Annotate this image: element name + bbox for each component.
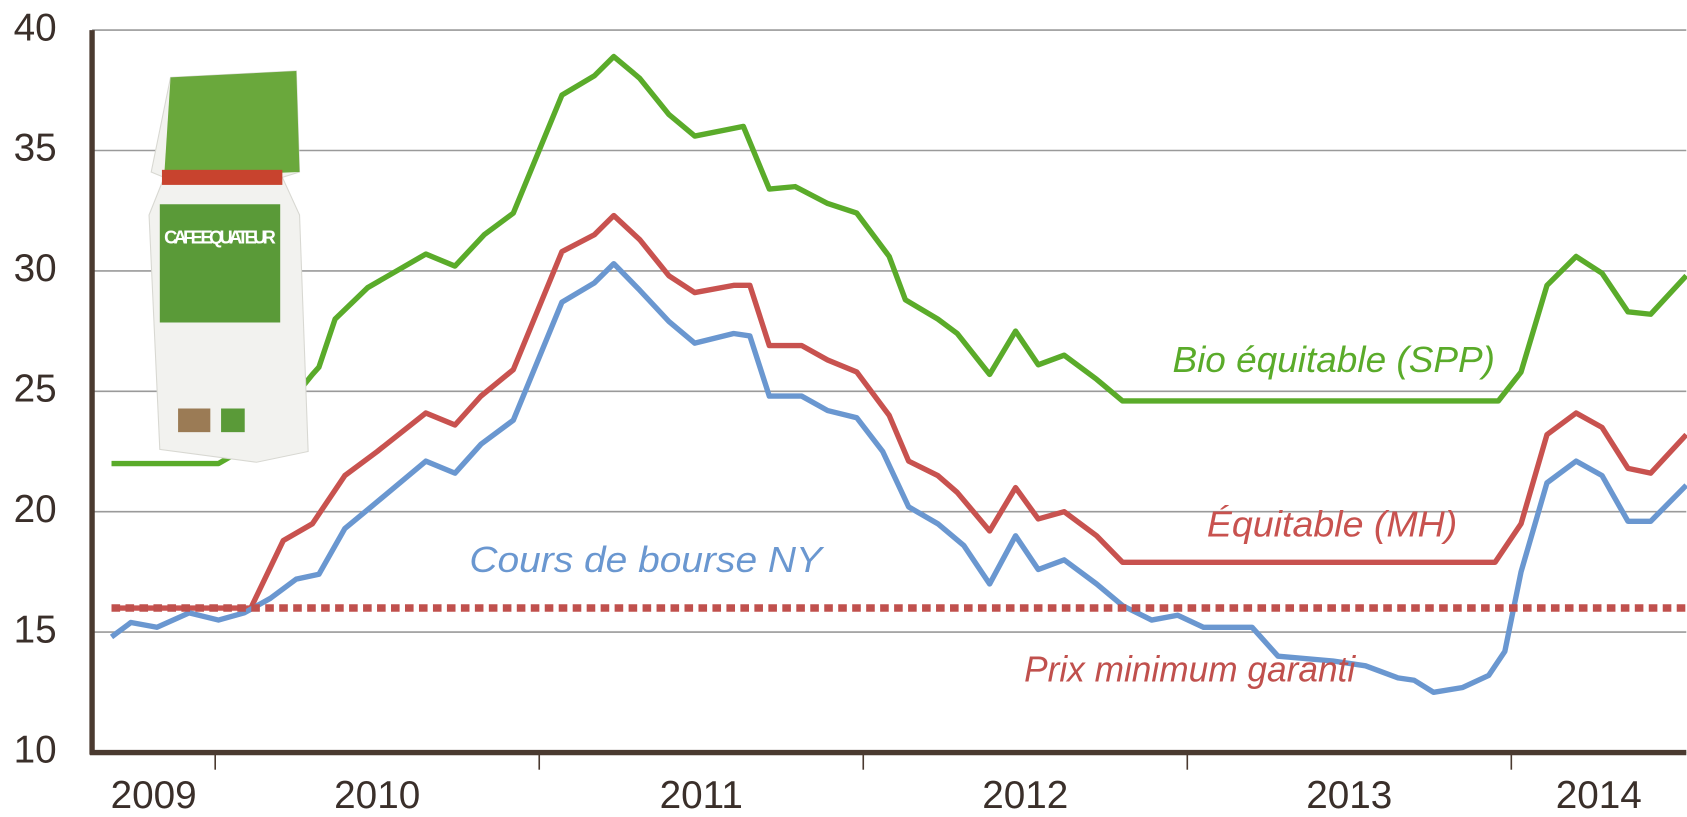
series-line	[112, 216, 1687, 609]
x-tick-label: 2012	[982, 774, 1068, 817]
series-line	[112, 57, 1687, 464]
x-tick-label: 2011	[660, 774, 743, 817]
bag-band	[162, 170, 282, 185]
series-label: Équitable (MH)	[1207, 503, 1457, 544]
series-label: Cours de bourse NY	[469, 539, 824, 580]
series-label: Bio équitable (SPP)	[1172, 339, 1495, 380]
y-tick-label: 40	[14, 6, 57, 49]
y-tick-label: 30	[14, 247, 57, 290]
bag-logo	[221, 409, 245, 433]
x-tick-label: 2013	[1306, 774, 1392, 817]
bag-top	[164, 71, 299, 177]
x-tick-label: 2014	[1556, 774, 1642, 817]
x-tick-label: 2010	[334, 774, 420, 817]
bag-panel	[160, 204, 280, 322]
chart: 10 15 20 25 30 35 40 2009 2010 2011 2012 2013 2014 Bi…	[0, 0, 1687, 817]
coffee-bag: CAFE EQUATEUR	[149, 71, 308, 462]
y-tick-label: 20	[14, 488, 57, 531]
y-tick-label: 15	[14, 608, 57, 651]
bag-logo	[178, 409, 210, 433]
series-label: Prix minimum garanti	[1024, 649, 1356, 690]
series-line	[112, 264, 1687, 693]
y-tick-label: 10	[14, 729, 57, 772]
page: 10 15 20 25 30 35 40 2009 2010 2011 2012 2013 2014 Bi…	[0, 0, 1687, 817]
bag-label: CAFE EQUATEUR	[164, 226, 276, 247]
y-tick-label: 25	[14, 368, 57, 411]
x-tick-label: 2009	[111, 774, 197, 817]
y-tick-label: 35	[14, 127, 57, 170]
